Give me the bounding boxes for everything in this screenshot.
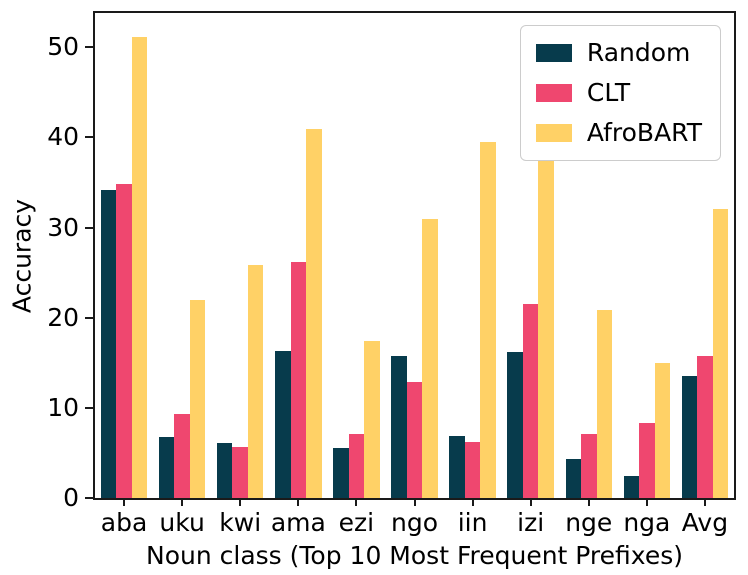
bar-random-kwi <box>216 443 233 498</box>
x-tick-mark <box>181 498 184 506</box>
x-tick-label: iin <box>457 508 488 537</box>
legend-swatch-random <box>535 44 572 62</box>
x-tick-mark <box>529 498 532 506</box>
bar-clt-ama <box>290 261 307 498</box>
legend-item-clt: CLT <box>535 78 702 107</box>
y-tick-mark <box>85 226 93 229</box>
bar-afrobart-kwi <box>247 264 264 498</box>
bar-afrobart-nge <box>596 309 612 498</box>
bar-clt-aba <box>116 184 132 498</box>
legend-label: Random <box>586 38 691 67</box>
bar-random-iin <box>449 435 465 498</box>
legend-swatch-clt <box>535 84 572 102</box>
y-tick-mark <box>85 136 93 139</box>
legend-swatch-afrobart <box>535 124 572 142</box>
bar-random-aba <box>100 189 117 498</box>
x-tick-label: nge <box>565 508 613 537</box>
x-tick-label: uku <box>159 508 205 537</box>
legend-label: CLT <box>586 78 631 107</box>
bar-afrobart-iin <box>480 141 496 498</box>
x-tick-label: Avg <box>681 508 729 537</box>
bar-afrobart-nga <box>654 362 671 498</box>
bar-random-uku <box>158 436 175 498</box>
bar-afrobart-ama <box>306 129 322 498</box>
x-tick-mark <box>645 498 648 506</box>
x-tick-label: nga <box>623 508 671 537</box>
y-tick-mark <box>85 46 93 49</box>
bar-clt-nga <box>639 423 655 498</box>
y-tick-mark <box>85 316 93 319</box>
bar-afrobart-aba <box>131 37 148 498</box>
bar-afrobart-avg <box>712 208 729 498</box>
y-tick-label: 10 <box>47 392 79 422</box>
x-tick-mark <box>587 498 590 506</box>
bar-clt-iin <box>464 442 481 498</box>
x-tick-label: ngo <box>390 508 438 537</box>
bar-random-ezi <box>333 448 349 498</box>
y-tick-label: 0 <box>63 483 79 512</box>
x-tick-label: kwi <box>219 508 262 537</box>
bar-afrobart-ezi <box>364 341 380 498</box>
bar-random-nga <box>623 476 640 498</box>
bar-clt-uku <box>174 414 190 498</box>
legend-item-afrobart: AfroBART <box>535 118 702 147</box>
x-axis-label: Noun class (Top 10 Most Frequent Prefixe… <box>146 541 683 570</box>
x-tick-mark <box>413 498 416 506</box>
x-tick-mark <box>703 498 706 506</box>
y-tick-mark <box>85 406 93 409</box>
bar-afrobart-ngo <box>422 219 438 498</box>
bar-random-izi <box>507 351 523 498</box>
bar-random-avg <box>681 376 698 498</box>
x-tick-mark <box>471 498 474 506</box>
x-tick-label: ezi <box>338 508 375 537</box>
y-tick-label: 20 <box>47 302 79 332</box>
x-tick-label: ama <box>270 508 326 537</box>
x-tick-mark <box>239 498 242 506</box>
bar-random-ama <box>275 351 291 498</box>
bar-afrobart-izi <box>538 153 554 498</box>
x-tick-mark <box>297 498 300 506</box>
bar-clt-ngo <box>406 381 423 498</box>
y-tick-mark <box>85 497 93 499</box>
x-tick-label: izi <box>517 508 545 537</box>
bar-clt-izi <box>522 304 539 498</box>
x-tick-mark <box>355 498 358 506</box>
x-tick-mark <box>123 498 126 506</box>
bar-random-ngo <box>391 355 407 498</box>
x-tick-label: aba <box>100 508 148 537</box>
bar-clt-kwi <box>232 446 248 498</box>
bar-random-nge <box>565 459 582 498</box>
plot-area: 0 10 20 30 40 50 aba uku kwi ama ezi ngo iin izi nge ng… <box>47 11 736 537</box>
y-tick-label: 30 <box>47 212 79 242</box>
bar-afrobart-uku <box>189 299 206 498</box>
y-tick-label: 50 <box>47 32 79 62</box>
y-tick-label: 40 <box>47 122 79 152</box>
legend: Random CLT AfroBART <box>519 25 721 161</box>
legend-item-random: Random <box>535 38 702 67</box>
legend-label: AfroBART <box>586 118 702 147</box>
bar-clt-nge <box>581 434 597 498</box>
bar-clt-ezi <box>348 434 365 498</box>
bar-clt-avg <box>697 355 713 498</box>
